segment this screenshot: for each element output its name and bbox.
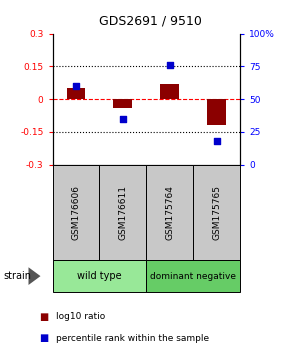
Polygon shape [28, 267, 40, 285]
Point [214, 138, 219, 144]
Point [74, 83, 78, 89]
Text: GSM176606: GSM176606 [71, 185, 80, 240]
Point [167, 62, 172, 68]
Text: strain: strain [3, 271, 31, 281]
Text: ■: ■ [39, 333, 48, 343]
Text: GSM175764: GSM175764 [165, 185, 174, 240]
Text: percentile rank within the sample: percentile rank within the sample [56, 333, 208, 343]
Bar [160, 84, 179, 99]
Text: GSM176611: GSM176611 [118, 185, 127, 240]
Bar [67, 88, 85, 99]
Bar [113, 99, 132, 108]
Bar [207, 99, 226, 125]
Text: ■: ■ [39, 312, 48, 322]
Text: log10 ratio: log10 ratio [56, 312, 105, 321]
Text: dominant negative: dominant negative [150, 272, 236, 281]
Text: GSM175765: GSM175765 [212, 185, 221, 240]
Text: GDS2691 / 9510: GDS2691 / 9510 [99, 14, 201, 27]
Point [120, 116, 125, 122]
Text: wild type: wild type [77, 271, 122, 281]
